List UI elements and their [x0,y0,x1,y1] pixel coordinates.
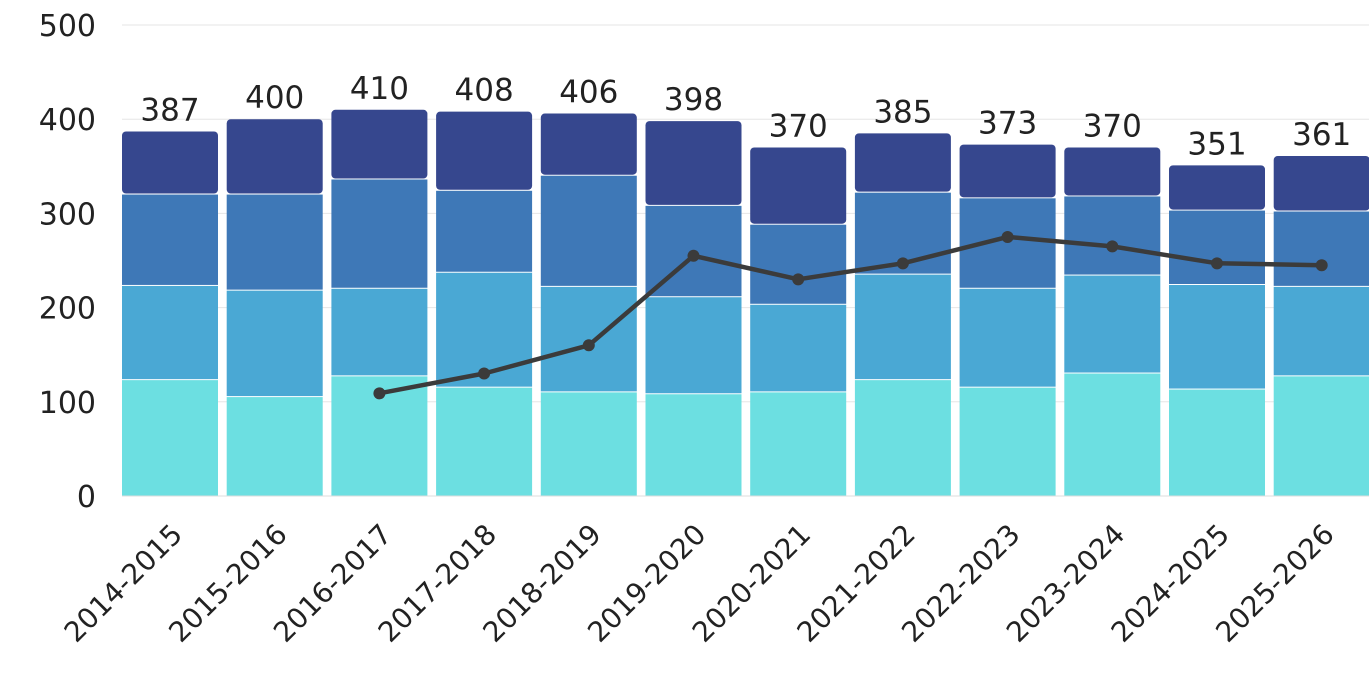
bar-segment [122,285,218,380]
bar-segment [750,147,847,224]
bar-segment [1169,284,1265,389]
bar-segment [1273,286,1369,376]
bar-segment [1273,376,1369,496]
bar-segment [331,179,428,288]
bar-segment [540,113,637,175]
bar-segment [750,224,847,304]
bar-segment [331,288,428,376]
bar-segment [226,290,323,397]
bar-segment [331,109,428,179]
trend-line-path [377,234,1324,396]
bar-segment [540,392,637,496]
trend-line-point [687,249,700,262]
y-tick-label: 0 [77,480,96,515]
bar-total-label: 406 [559,75,618,111]
bar-segment [959,144,1056,198]
bar-segment [1064,275,1161,373]
bar-total-label: 408 [455,73,514,109]
trend-line-point [792,273,805,286]
bar-segment [1273,155,1369,211]
y-tick-label: 100 [39,386,96,421]
bar-segment [750,392,847,496]
bar-total-label: 370 [769,108,828,144]
bar-total-label: 398 [664,82,723,118]
bars [122,109,1369,496]
bar-segment [959,198,1056,288]
bar-segment [750,304,847,392]
bar-segment [854,274,951,380]
total-labels: 387 400 410 408 406 398 370 385 373 370 351 361 [140,71,1351,163]
bar-segment [959,387,1056,496]
bar-segment [122,131,218,194]
bar-segment [1064,373,1161,496]
bar-segment [1273,211,1369,286]
bar-segment [226,194,323,290]
bar-total-label: 361 [1292,117,1351,153]
trend-line-point [1315,259,1328,272]
trend-line-point [1106,240,1119,253]
bar-total-label: 387 [140,92,199,128]
bar-segment [1169,210,1265,284]
x-axis: 2014-20152015-20162016-20172017-20182018… [58,495,1369,649]
bar-segment [1064,147,1161,196]
bar-segment [1169,165,1265,210]
bar-total-label: 373 [978,106,1037,142]
bar-segment [959,288,1056,387]
bar-segment [645,297,742,394]
bar-segment [854,133,951,192]
y-tick-label: 200 [39,292,96,327]
y-tick-label: 500 [39,9,96,44]
bar-total-label: 385 [873,94,932,130]
bar-segment [226,119,323,194]
bar-segment [1169,389,1265,496]
bar-segment [1064,196,1161,275]
bar-segment [540,286,637,392]
trend-line-point [582,339,595,352]
bar-segment [122,194,218,285]
bar-total-label: 351 [1187,126,1246,162]
y-tick-label: 400 [39,103,96,138]
bar-total-label: 400 [245,80,304,116]
bar-segment [436,190,533,272]
bar-segment [540,175,637,286]
bar-segment [645,394,742,496]
trend-line-point [896,257,909,270]
trend-line-point [478,367,491,380]
bar-segment [854,380,951,496]
trend-line-point [1001,230,1014,243]
bar-segment [122,380,218,496]
bar-total-label: 370 [1083,108,1142,144]
trend-line-point [373,387,386,400]
bar-segment [436,111,533,190]
bar-segment [436,387,533,496]
bar-total-label: 410 [350,71,409,107]
bar-segment [645,121,742,205]
trend-line-point [1211,257,1223,270]
bar-segment [226,397,323,496]
y-tick-label: 300 [39,197,96,232]
trend-line [373,230,1328,400]
y-axis: 0 100 200 300 400 500 [39,9,96,515]
